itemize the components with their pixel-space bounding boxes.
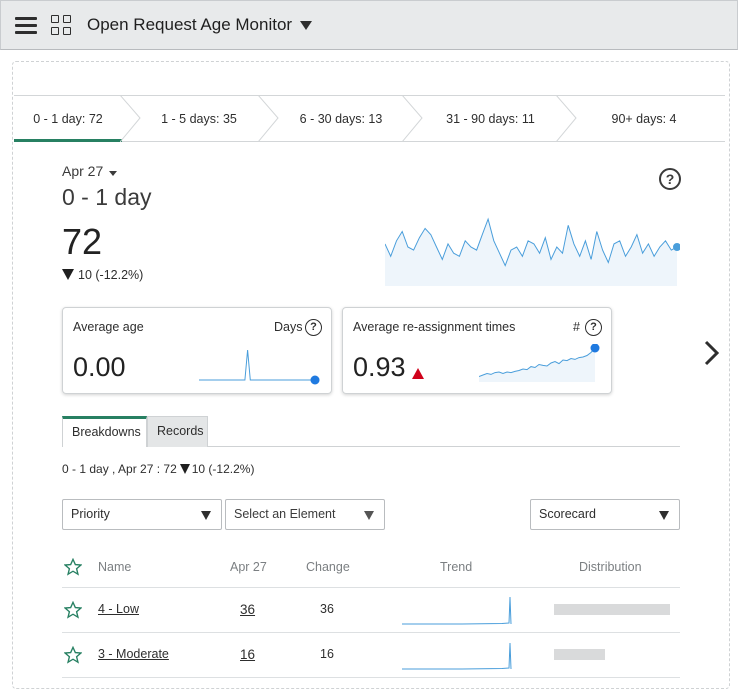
reassignment-card[interactable]: Average re-assignment times # ? 0.93: [342, 307, 612, 394]
average-age-card[interactable]: Average age Days ? 0.00: [62, 307, 332, 394]
up-triangle-icon: [412, 368, 424, 379]
card-sparkline: [199, 349, 320, 385]
trend-line: [385, 217, 678, 267]
card-value: 0.00: [73, 352, 126, 382]
title-dropdown-icon[interactable]: [300, 21, 312, 30]
row-change: 36: [320, 602, 334, 616]
chevron-down-icon: [659, 511, 669, 520]
card-label: Average age: [73, 320, 144, 334]
card-trend-line: [479, 347, 596, 377]
chevron-down-icon: [201, 511, 211, 520]
trend-last-point: [673, 243, 680, 251]
card-unit: Days: [274, 320, 303, 334]
star-icon[interactable]: [64, 558, 82, 576]
score-value: 72: [62, 221, 103, 262]
card-label: Average re-assignment times: [353, 320, 516, 334]
tab-breakdowns[interactable]: Breakdowns: [62, 416, 147, 447]
row-divider: [62, 632, 680, 633]
tab-separator-icon: [556, 95, 577, 142]
card-unit: #: [573, 320, 580, 334]
card-trend-last-point: [590, 344, 600, 353]
column-header-date[interactable]: Apr 27: [230, 560, 267, 574]
grid-icon[interactable]: [51, 15, 72, 36]
date-dropdown-icon[interactable]: [109, 171, 117, 176]
tab-separator-icon: [402, 95, 423, 142]
help-icon[interactable]: ?: [305, 319, 322, 336]
date-selector[interactable]: Apr 27: [62, 163, 104, 179]
column-header-trend: Trend: [440, 560, 473, 574]
tab-90-plus-days[interactable]: 90+ days: 4: [611, 112, 677, 126]
breakdown-tabs: Breakdowns Records: [62, 416, 680, 447]
view-select[interactable]: Scorecard: [530, 499, 680, 530]
distribution-bar: [554, 649, 605, 660]
card-sparkline: [479, 344, 600, 382]
element-select[interactable]: Select an Element: [225, 499, 385, 530]
widget-card: [12, 61, 730, 689]
tab-0-1-day[interactable]: 0 - 1 day: 72: [14, 96, 122, 142]
column-header-distribution: Distribution: [579, 560, 642, 574]
card-trend-last-point: [310, 375, 320, 385]
card-trend-area: [479, 348, 595, 382]
dashboard-title[interactable]: Open Request Age Monitor: [87, 15, 293, 34]
distribution-bar: [554, 604, 670, 615]
row-name-link[interactable]: 3 - Moderate: [98, 647, 169, 661]
row-change: 16: [320, 647, 334, 661]
tab-separator-icon: [258, 95, 279, 142]
row-divider: [62, 587, 680, 588]
chevron-down-icon: [364, 511, 374, 520]
tab-6-30-days[interactable]: 6 - 30 days: 13: [299, 112, 383, 126]
row-trend-sparkline: [402, 642, 512, 670]
column-header-change[interactable]: Change: [306, 560, 350, 574]
row-value-link[interactable]: 36: [240, 602, 256, 617]
tab-31-90-days[interactable]: 31 - 90 days: 11: [446, 112, 535, 126]
row-divider: [62, 677, 680, 678]
tab-records[interactable]: Records: [147, 416, 208, 447]
priority-select[interactable]: Priority: [62, 499, 222, 530]
help-icon[interactable]: ?: [585, 319, 602, 336]
star-icon[interactable]: [64, 646, 82, 664]
trend-area: [385, 219, 677, 286]
row-name-link[interactable]: 4 - Low: [98, 602, 139, 616]
tab-1-5-days[interactable]: 1 - 5 days: 35: [161, 112, 237, 126]
top-bar: Open Request Age Monitor: [0, 0, 738, 50]
card-trend-line: [199, 349, 315, 381]
row-trend-sparkline: [402, 596, 512, 625]
score-delta: 10 (-12.2%): [62, 268, 143, 282]
help-icon[interactable]: ?: [659, 168, 681, 190]
row-value-link[interactable]: 16: [240, 647, 256, 662]
breakdown-summary: 0 - 1 day , Apr 27 : 72 10 (-12.2%): [62, 462, 255, 476]
column-header-name[interactable]: Name: [98, 560, 132, 574]
tab-separator-icon: [120, 95, 141, 142]
age-bucket-tabs: 0 - 1 day: 72 1 - 5 days: 35 6 - 30 days…: [14, 95, 725, 142]
chevron-right-icon[interactable]: [702, 340, 722, 366]
trend-sparkline: [385, 217, 680, 286]
down-triangle-icon: [62, 269, 74, 280]
card-value: 0.93: [353, 352, 406, 382]
star-icon[interactable]: [64, 601, 82, 619]
down-triangle-icon: [179, 464, 190, 474]
hamburger-icon[interactable]: [15, 17, 37, 34]
bucket-title: 0 - 1 day: [62, 184, 152, 210]
